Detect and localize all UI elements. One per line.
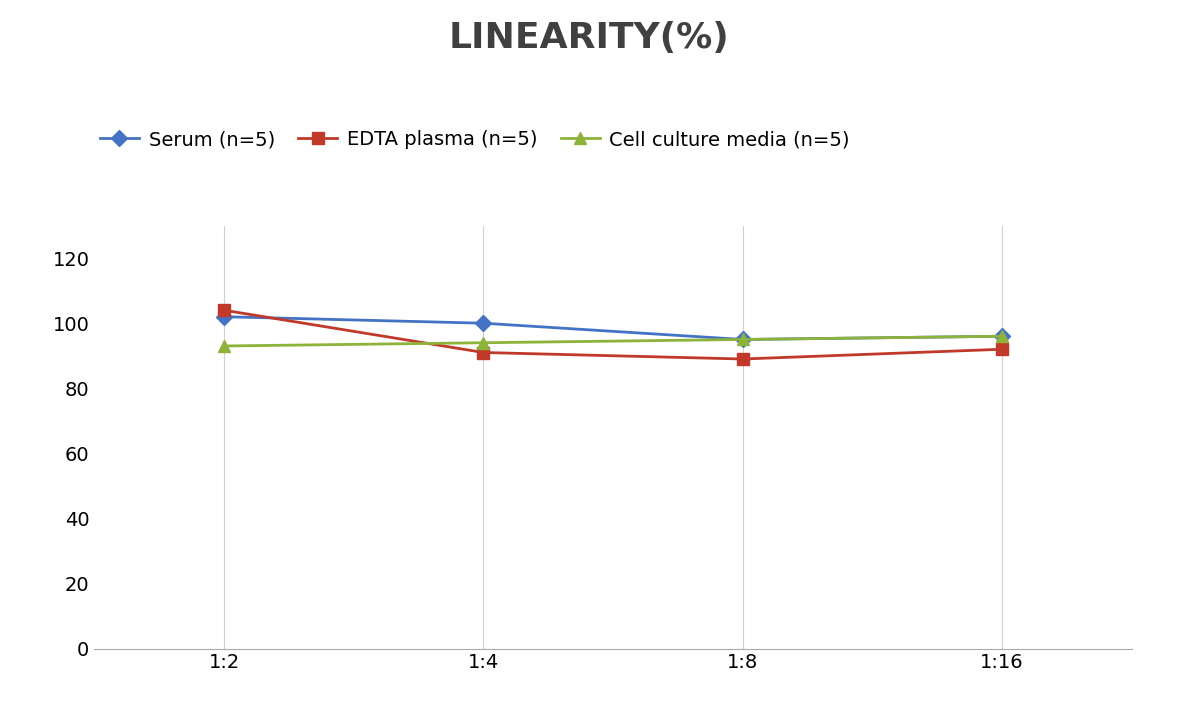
Cell culture media (n=5)	[995, 332, 1009, 341]
EDTA plasma (n=5)	[736, 355, 750, 363]
Serum (n=5)	[995, 332, 1009, 341]
Cell culture media (n=5)	[736, 336, 750, 344]
Cell culture media (n=5)	[476, 338, 490, 347]
EDTA plasma (n=5)	[995, 345, 1009, 353]
EDTA plasma (n=5)	[217, 306, 231, 314]
Line: Serum (n=5): Serum (n=5)	[218, 311, 1008, 345]
Cell culture media (n=5)	[217, 342, 231, 350]
Serum (n=5)	[476, 319, 490, 327]
Text: LINEARITY(%): LINEARITY(%)	[449, 21, 730, 55]
Serum (n=5)	[217, 312, 231, 321]
Serum (n=5)	[736, 336, 750, 344]
EDTA plasma (n=5)	[476, 348, 490, 357]
Legend: Serum (n=5), EDTA plasma (n=5), Cell culture media (n=5): Serum (n=5), EDTA plasma (n=5), Cell cul…	[92, 123, 857, 157]
Line: EDTA plasma (n=5): EDTA plasma (n=5)	[218, 305, 1008, 364]
Line: Cell culture media (n=5): Cell culture media (n=5)	[218, 331, 1008, 352]
